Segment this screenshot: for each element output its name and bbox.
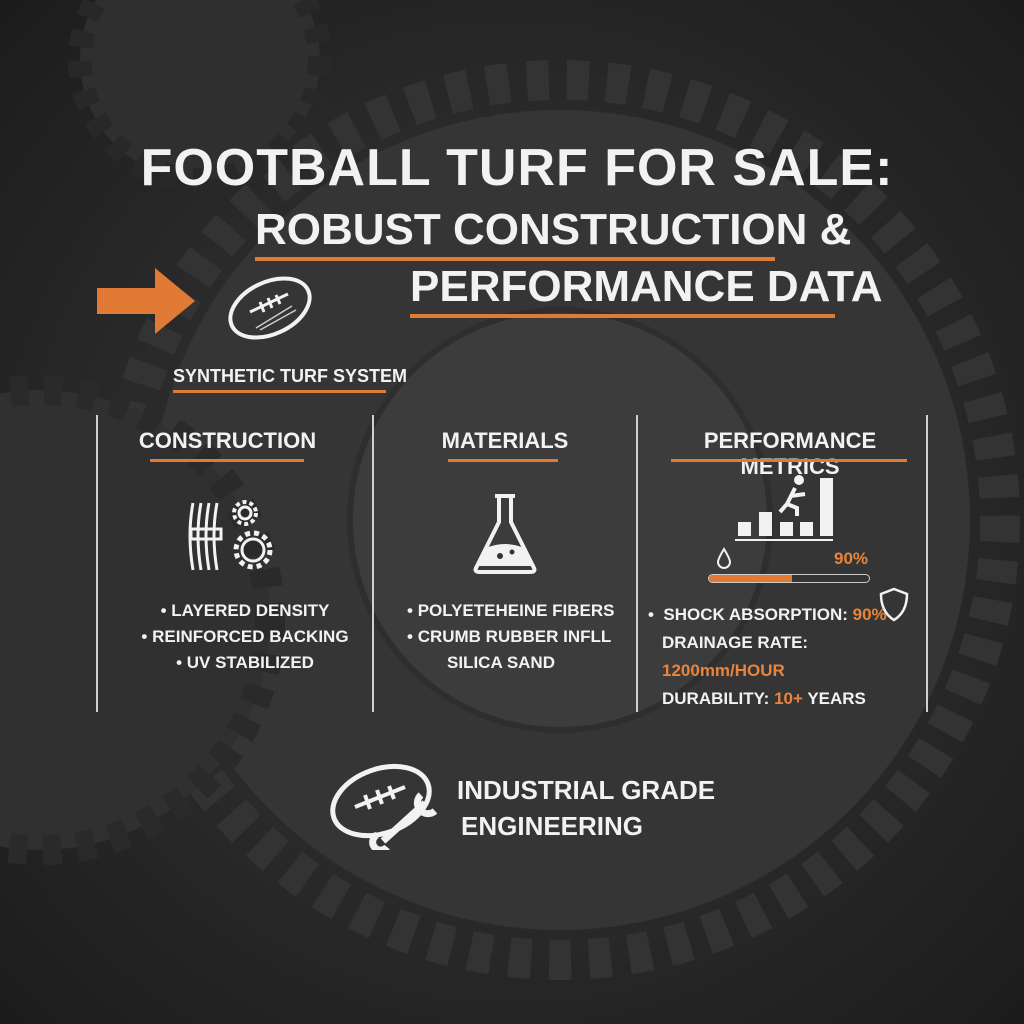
construction-list: • LAYERED DENSITY • REINFORCED BACKING •… xyxy=(140,598,350,676)
shield-icon xyxy=(879,587,909,622)
metric-value: 1200mm/HOUR xyxy=(662,661,785,680)
list-item: • CRUMB RUBBER INFLL xyxy=(407,627,612,646)
metric-value: 10+ xyxy=(774,689,803,708)
subtitle-underline xyxy=(173,390,386,393)
bar-chart-runner-icon xyxy=(735,475,833,541)
subtitle: SYNTHETIC TURF SYSTEM xyxy=(173,366,408,386)
turf-fibers-gears-icon xyxy=(188,500,273,571)
arrow-right-icon xyxy=(97,268,195,334)
item-text: CRUMB RUBBER INFLL xyxy=(417,627,612,646)
metric-label: DURABILITY: xyxy=(662,689,775,708)
title-underline-1 xyxy=(255,257,775,261)
materials-heading: MATERIALS xyxy=(441,428,569,453)
list-item: • POLYETEHEINE FIBERS xyxy=(407,601,615,620)
metric-drainage-rate: DRAINAGE RATE: 1200mm/HOUR xyxy=(648,629,928,685)
metric-label: SHOCK ABSORPTION: xyxy=(663,605,853,624)
divider xyxy=(96,415,98,712)
performance-heading: PERFORMANCE METRICS xyxy=(703,428,877,479)
footer-text: INDUSTRIAL GRADE ENGINEERING xyxy=(457,772,715,844)
metric-durability: DURABILITY: 10+ YEARS xyxy=(648,685,928,713)
title-line-3: PERFORMANCE DATA xyxy=(410,262,883,311)
metric-label: DRAINAGE RATE: xyxy=(662,633,809,652)
metrics-list: • SHOCK ABSORPTION: 90% DRAINAGE RATE: 1… xyxy=(648,601,928,713)
metric-value: 90% xyxy=(852,605,887,624)
flask-icon xyxy=(473,494,537,574)
progress-bar xyxy=(708,574,870,583)
progress-fill xyxy=(709,575,793,582)
title-line-1: FOOTBALL TURF FOR SALE: xyxy=(140,139,894,197)
football-wrench-icon xyxy=(330,763,438,850)
title-line-2: ROBUST CONSTRUCTION & xyxy=(255,205,852,254)
divider xyxy=(636,415,638,712)
footer-line-2: ENGINEERING xyxy=(461,811,644,841)
item-text: REINFORCED BACKING xyxy=(152,627,349,646)
list-item: • UV STABILIZED xyxy=(176,653,314,672)
title-underline-2 xyxy=(410,314,835,318)
item-text: POLYETEHEINE FIBERS xyxy=(417,601,615,620)
metric-suffix: YEARS xyxy=(802,689,866,708)
heading-underline xyxy=(150,459,304,462)
item-text: SILICA SAND xyxy=(447,653,555,672)
list-item: SILICA SAND xyxy=(395,650,615,676)
progress-label: 90% xyxy=(834,549,869,568)
divider xyxy=(926,415,928,712)
metric-shock-absorption: • SHOCK ABSORPTION: 90% xyxy=(648,605,887,624)
item-text: LAYERED DENSITY xyxy=(171,601,330,620)
heading-underline xyxy=(448,459,558,462)
construction-heading: CONSTRUCTION xyxy=(138,428,317,453)
divider xyxy=(372,415,374,712)
item-text: UV STABILIZED xyxy=(186,653,314,672)
water-drop-icon xyxy=(716,547,732,569)
football-icon xyxy=(228,276,312,340)
list-item: • REINFORCED BACKING xyxy=(141,627,349,646)
heading-underline xyxy=(671,459,907,462)
footer-line-1: INDUSTRIAL GRADE xyxy=(457,775,716,805)
materials-list: • POLYETEHEINE FIBERS • CRUMB RUBBER INF… xyxy=(395,598,615,676)
list-item: • LAYERED DENSITY xyxy=(160,601,330,620)
